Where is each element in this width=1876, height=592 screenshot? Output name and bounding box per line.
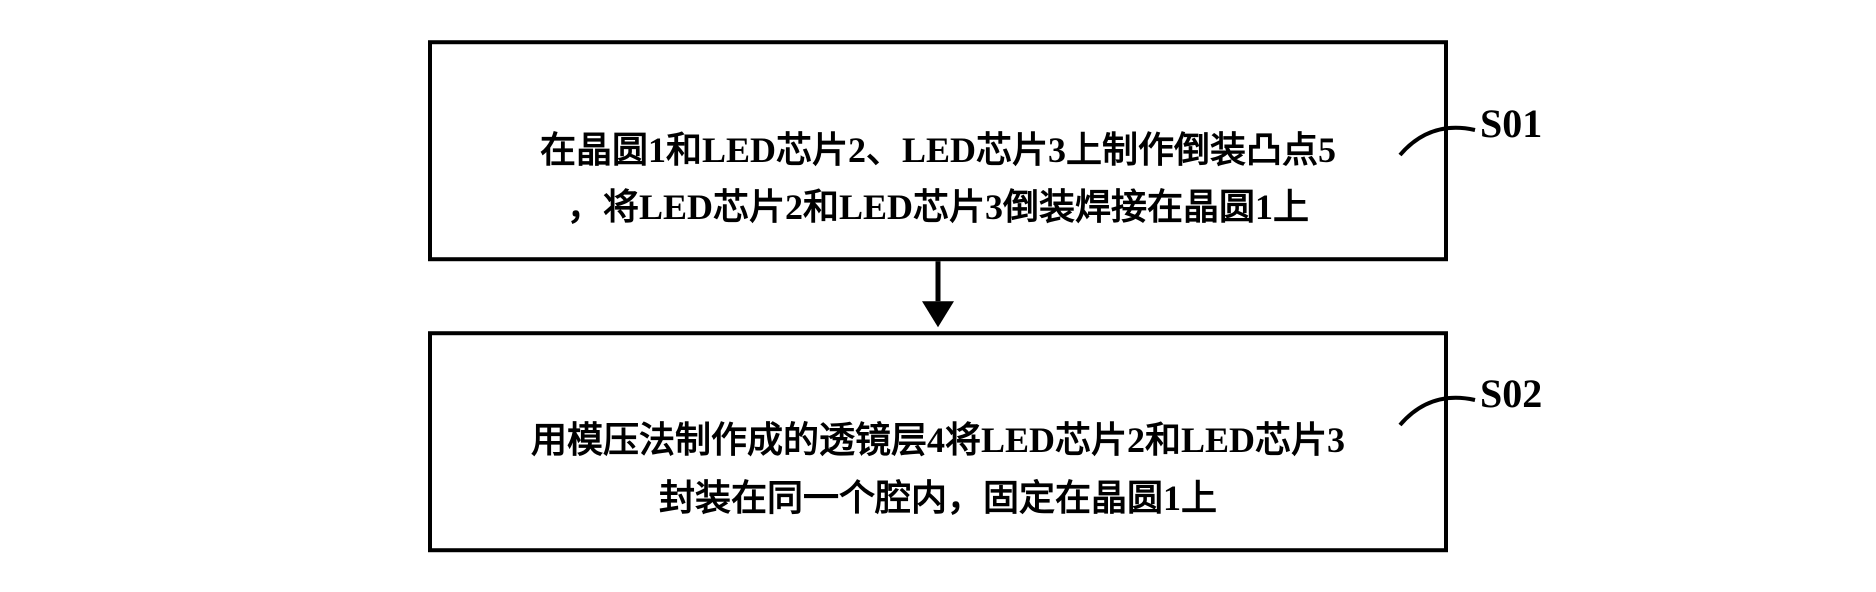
node-text: 用模压法制作成的透镜层4将LED芯片2和LED芯片3 封装在同一个腔内，固定在晶… (531, 421, 1345, 519)
connector-curve-s01 (1380, 110, 1480, 170)
connector-curve-s02 (1380, 380, 1480, 440)
flowchart-node-s02: 用模压法制作成的透镜层4将LED芯片2和LED芯片3 封装在同一个腔内，固定在晶… (428, 331, 1448, 552)
step-label-s02: S02 (1480, 370, 1542, 417)
flowchart-edge (428, 261, 1448, 331)
step-label-text: S02 (1480, 371, 1542, 416)
step-label-text: S01 (1480, 101, 1542, 146)
node-text: 在晶圆1和LED芯片2、LED芯片3上制作倒装凸点5 ，将LED芯片2和LED芯… (540, 130, 1336, 228)
step-label-s01: S01 (1480, 100, 1542, 147)
flowchart-node-s01: 在晶圆1和LED芯片2、LED芯片3上制作倒装凸点5 ，将LED芯片2和LED芯… (428, 40, 1448, 261)
flowchart-container: 在晶圆1和LED芯片2、LED芯片3上制作倒装凸点5 ，将LED芯片2和LED芯… (428, 40, 1448, 552)
